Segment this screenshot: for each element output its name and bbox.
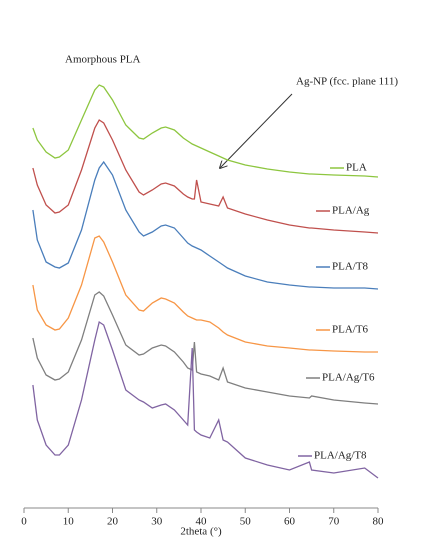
series-line xyxy=(32,84,379,178)
legend-label: PLA/T8 xyxy=(332,261,369,273)
series-line xyxy=(32,160,379,290)
series-line xyxy=(32,320,379,479)
legend-label: PLA xyxy=(346,162,367,174)
annotation: Amorphous PLA xyxy=(65,54,141,66)
legend-label: PLA/Ag/T6 xyxy=(322,372,375,384)
x-tick-label: 60 xyxy=(284,516,296,528)
x-tick-label: 30 xyxy=(151,516,163,528)
x-tick-label: 80 xyxy=(373,516,385,528)
legend-label: PLA/T6 xyxy=(332,324,369,336)
x-tick-label: 10 xyxy=(63,516,75,528)
series-line xyxy=(32,291,379,405)
series-line xyxy=(32,119,379,234)
legend-label: PLA/Ag xyxy=(332,205,370,217)
x-tick-label: 40 xyxy=(196,516,208,528)
x-tick-label: 50 xyxy=(240,516,252,528)
x-tick-label: 20 xyxy=(107,516,119,528)
x-tick-label: 0 xyxy=(21,516,27,528)
x-axis-label: 2theta (°) xyxy=(180,526,222,538)
series-line xyxy=(32,235,378,353)
annotation-arrow xyxy=(220,93,293,168)
x-tick-label: 70 xyxy=(328,516,340,528)
annotation: Ag-NP (fcc. plane 111) xyxy=(296,76,398,88)
legend-label: PLA/Ag/T8 xyxy=(314,450,367,462)
